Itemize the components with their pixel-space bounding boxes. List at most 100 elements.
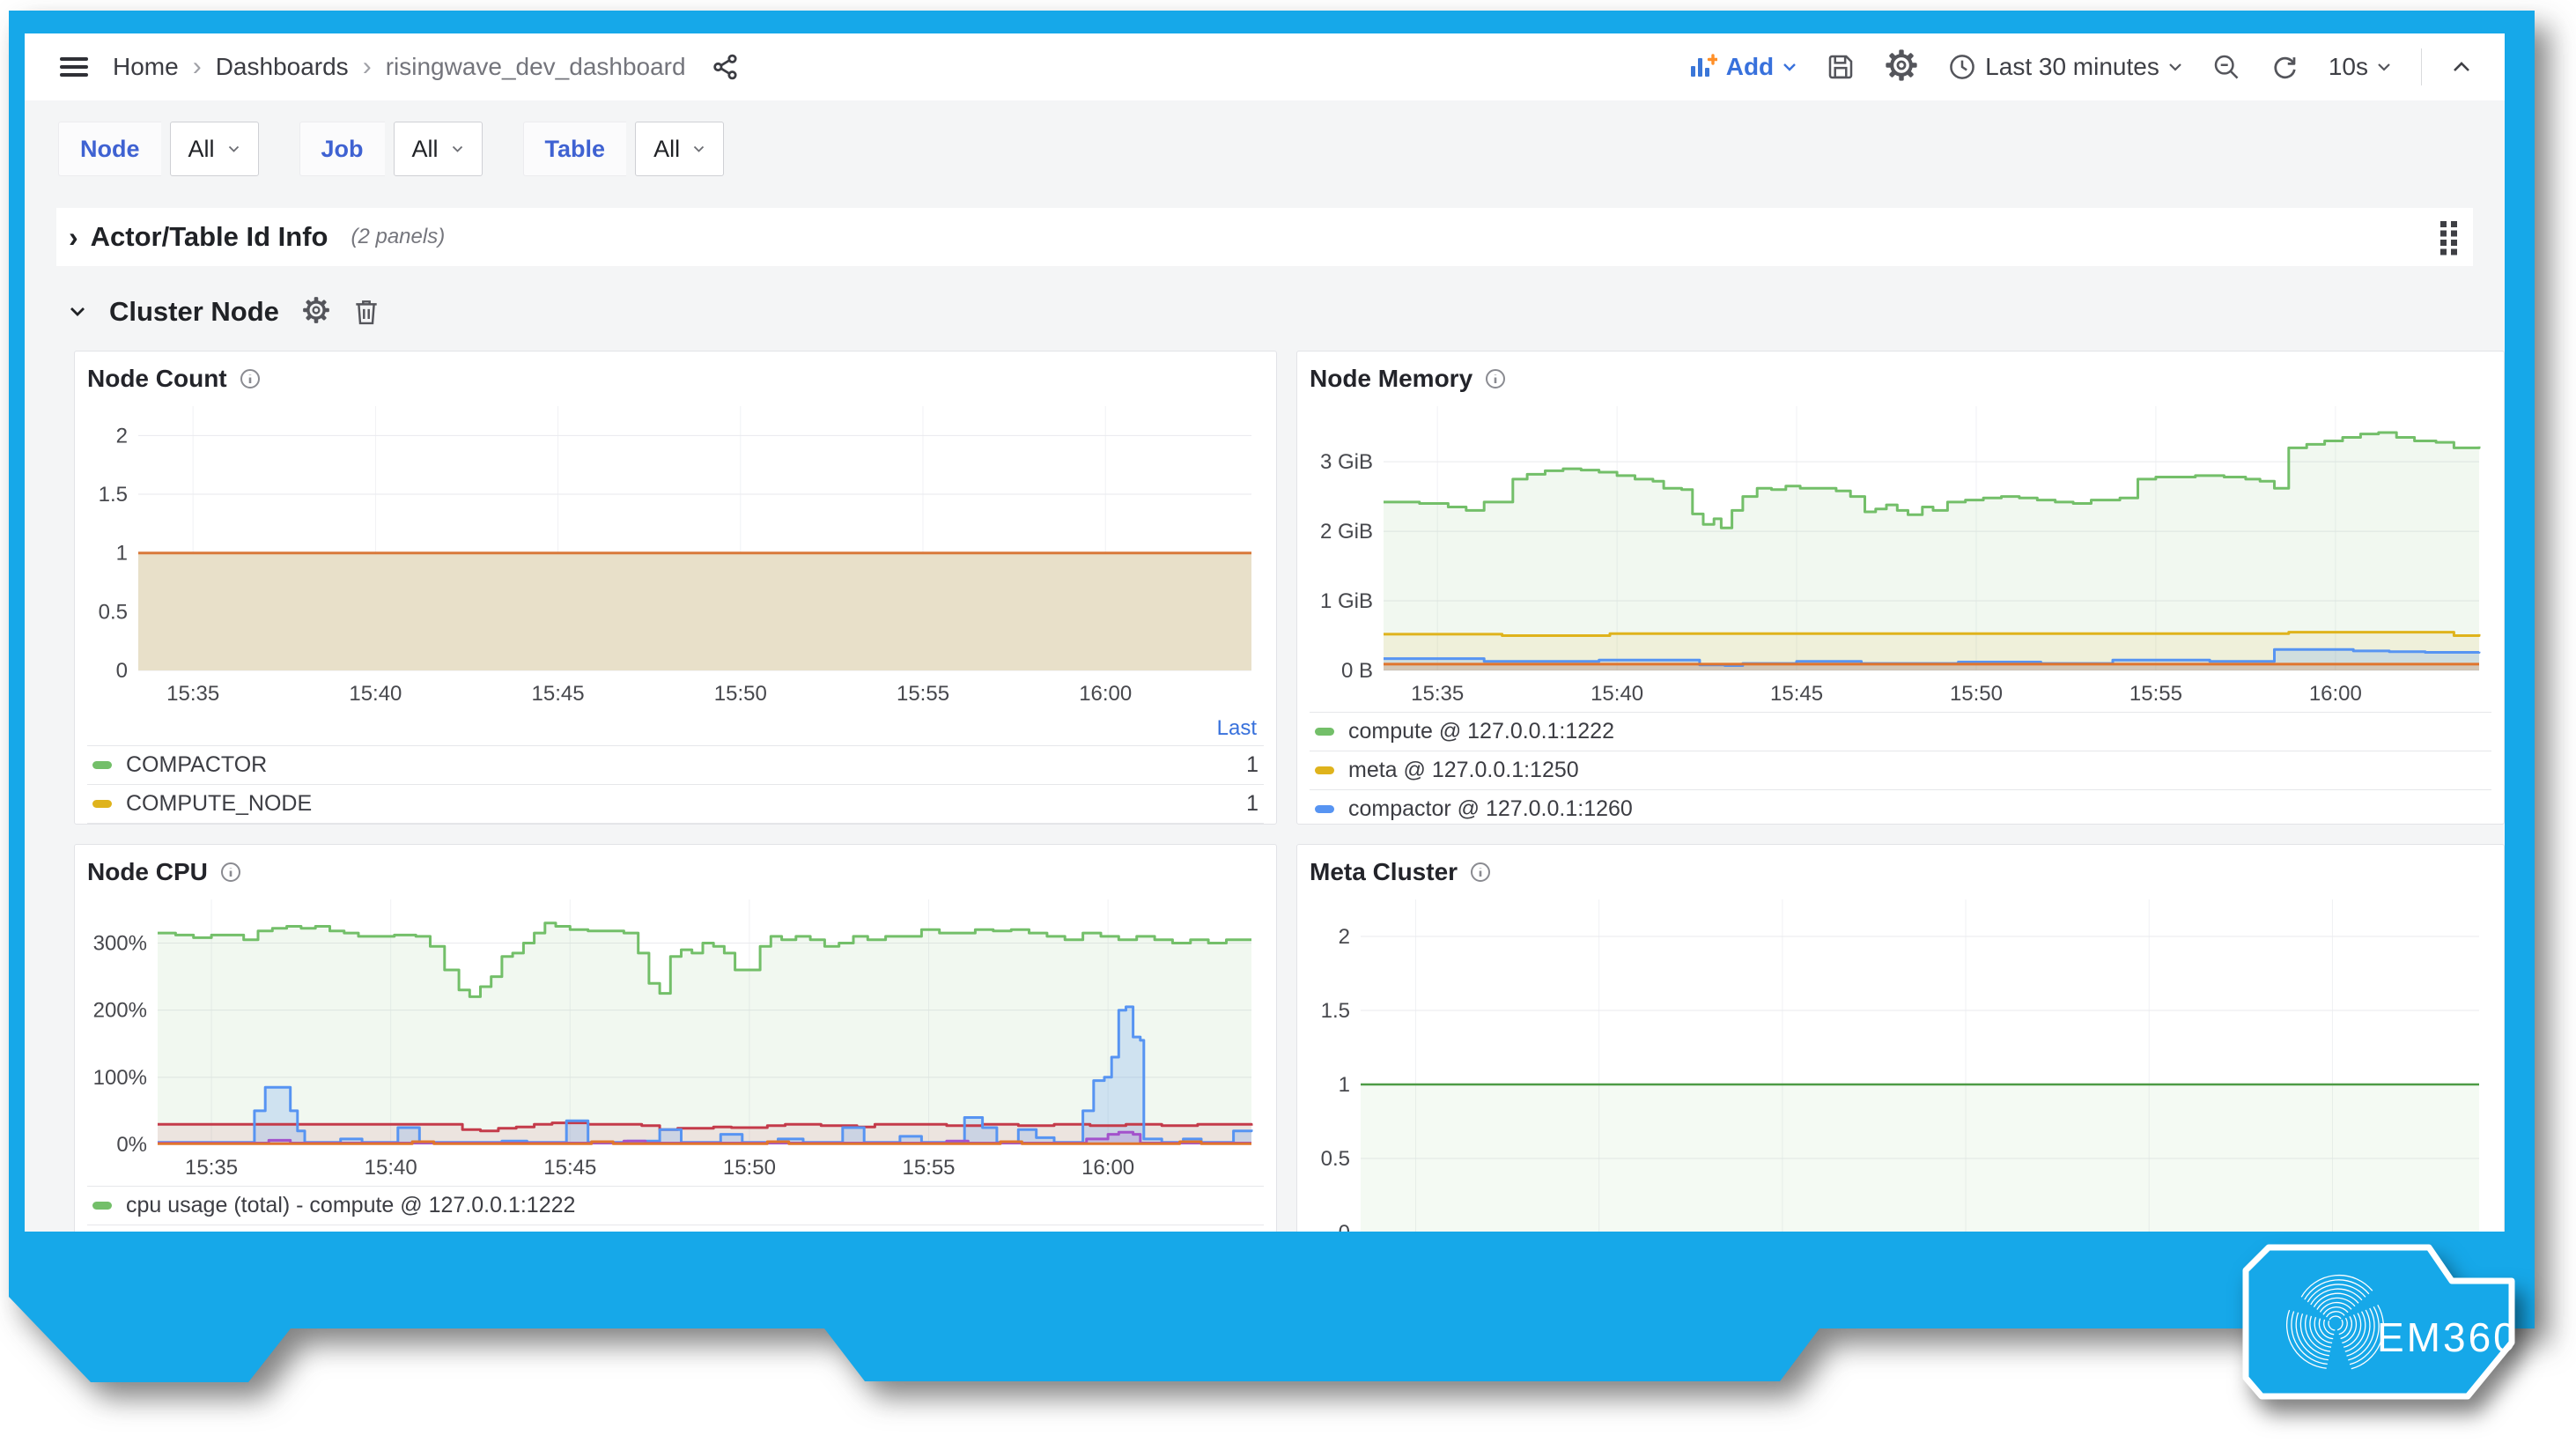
filter-node: Node All — [58, 122, 259, 176]
panel-title: Meta Cluster — [1310, 858, 1458, 885]
legend-swatch — [1315, 728, 1334, 736]
svg-text:15:50: 15:50 — [1950, 682, 2003, 706]
svg-text:15:50: 15:50 — [723, 1156, 776, 1180]
svg-text:15:45: 15:45 — [543, 1156, 596, 1180]
save-icon[interactable] — [1827, 53, 1855, 81]
svg-text:0 B: 0 B — [1341, 659, 1373, 683]
add-panel-icon — [1689, 54, 1717, 80]
svg-text:15:45: 15:45 — [1770, 682, 1823, 706]
collapse-toolbar-icon[interactable] — [2452, 60, 2471, 74]
zoom-out-icon[interactable] — [2212, 53, 2240, 81]
chevron-down-icon — [1783, 62, 1797, 72]
em360-brand-text: EM360 — [2377, 1314, 2517, 1360]
dashboard: Home › Dashboards › risingwave_dev_dashb… — [25, 33, 2505, 1232]
refresh-icon[interactable] — [2270, 53, 2299, 81]
time-range-label: Last 30 minutes — [1985, 53, 2159, 80]
svg-text:15:55: 15:55 — [897, 682, 949, 706]
svg-text:1.5: 1.5 — [99, 483, 128, 507]
menu-icon[interactable] — [58, 55, 90, 79]
settings-gear-icon[interactable] — [1885, 48, 1918, 86]
drag-handle-icon[interactable] — [2438, 218, 2461, 255]
share-icon[interactable] — [712, 54, 739, 80]
legend-row[interactable]: cpu usage (total) - meta @ 127.0.0.1:125… — [87, 1225, 1264, 1232]
legend-swatch — [92, 1202, 112, 1210]
svg-text:15:40: 15:40 — [365, 1156, 417, 1180]
node-count-chart[interactable]: 15:35 15:40 15:45 15:50 15:55 16:00 0 0.5 1 1.5 2 — [87, 397, 1262, 707]
info-icon[interactable] — [220, 862, 241, 883]
section-panel-count: (2 panels) — [351, 225, 446, 248]
legend-label: compute @ 127.0.0.1:1222 — [1348, 719, 1614, 744]
panel-node-cpu: Node CPU 15:35 15:40 15:45 15:50 15:55 16:00 0… — [74, 844, 1277, 1232]
section-title: Actor/Table Id Info — [90, 221, 328, 252]
breadcrumb-dashboards[interactable]: Dashboards — [215, 53, 349, 80]
svg-text:16:00: 16:00 — [1079, 682, 1132, 706]
svg-text:2 GiB: 2 GiB — [1320, 520, 1373, 544]
svg-text:15:50: 15:50 — [714, 682, 767, 706]
svg-text:1.5: 1.5 — [1321, 999, 1350, 1023]
breadcrumb-home[interactable]: Home — [113, 53, 179, 80]
node-cpu-legend: cpu usage (total) - compute @ 127.0.0.1:… — [87, 1186, 1264, 1232]
trash-icon[interactable] — [353, 298, 380, 326]
filter-node-value[interactable]: All — [169, 122, 259, 176]
chevron-down-icon — [2377, 62, 2391, 72]
section-row-cluster-node[interactable]: Cluster Node — [69, 287, 380, 337]
toolbar-divider — [2421, 48, 2422, 85]
panel-title: Node Memory — [1310, 365, 1473, 392]
refresh-interval-label: 10s — [2328, 53, 2368, 80]
legend-row[interactable]: cpu usage (total) - compute @ 127.0.0.1:… — [87, 1186, 1264, 1225]
svg-text:0: 0 — [1339, 1221, 1350, 1232]
variable-filters: Node All Job All Table All — [58, 122, 725, 176]
legend-row[interactable]: COMPACTOR 1 — [87, 745, 1264, 784]
legend-swatch — [92, 761, 112, 769]
svg-text:15:40: 15:40 — [1591, 682, 1643, 706]
refresh-interval-picker[interactable]: 10s — [2329, 53, 2391, 81]
svg-text:1 GiB: 1 GiB — [1320, 589, 1373, 613]
node-cpu-chart[interactable]: 15:35 15:40 15:45 15:50 15:55 16:00 0% 100% 200%… — [87, 891, 1262, 1181]
section-row-actor-table-id-info[interactable]: › Actor/Table Id Info (2 panels) — [56, 208, 2473, 266]
panel-node-memory: Node Memory 15:35 15:40 15:45 15:50 15:55 16:… — [1296, 351, 2505, 825]
legend-label: COMPACTOR — [126, 752, 268, 777]
svg-text:15:35: 15:35 — [1411, 682, 1464, 706]
toolbar: Add Last 30 minutes — [1689, 48, 2471, 86]
legend-row[interactable]: meta @ 127.0.0.1:1250 — [1310, 751, 2491, 789]
legend-row[interactable]: COMPUTE_NODE 1 — [87, 784, 1264, 823]
legend-value: 1 — [1246, 791, 1258, 816]
info-icon[interactable] — [1470, 862, 1491, 883]
svg-text:2: 2 — [116, 424, 128, 448]
breadcrumb-separator: › — [192, 52, 202, 81]
time-range-picker[interactable]: Last 30 minutes — [1948, 53, 2182, 81]
svg-text:15:45: 15:45 — [532, 682, 585, 706]
legend-value: 1 — [1246, 752, 1258, 777]
legend-row[interactable]: compactor @ 127.0.0.1:1260 — [1310, 789, 2491, 824]
legend-label: cpu usage (total) - compute @ 127.0.0.1:… — [126, 1193, 576, 1217]
filter-table-value[interactable]: All — [635, 122, 725, 176]
chevron-down-icon — [70, 307, 85, 316]
svg-text:200%: 200% — [93, 999, 147, 1023]
filter-job-value[interactable]: All — [393, 122, 483, 176]
svg-text:15:55: 15:55 — [902, 1156, 955, 1180]
legend-row[interactable]: FRONTEND 1 — [87, 823, 1264, 824]
legend-label: COMPUTE_NODE — [126, 791, 313, 816]
chevron-down-icon — [693, 145, 705, 152]
add-button[interactable]: Add — [1689, 53, 1797, 81]
legend-row[interactable]: compute @ 127.0.0.1:1222 — [1310, 712, 2491, 751]
panel-title: Node Count — [87, 365, 227, 392]
legend-swatch — [92, 800, 112, 808]
node-memory-legend: compute @ 127.0.0.1:1222 meta @ 127.0.0.… — [1310, 712, 2491, 824]
info-icon[interactable] — [1485, 368, 1506, 389]
em360-badge: EM360 — [2242, 1244, 2517, 1405]
node-memory-chart[interactable]: 15:35 15:40 15:45 15:50 15:55 16:00 0 B 1 GiB 2 … — [1310, 397, 2490, 707]
legend-label: compactor @ 127.0.0.1:1260 — [1348, 796, 1633, 821]
svg-text:0.5: 0.5 — [99, 600, 128, 624]
info-icon[interactable] — [240, 368, 261, 389]
row-settings-gear-icon[interactable] — [302, 296, 330, 329]
filter-table: Table All — [522, 122, 725, 176]
legend-swatch — [1315, 766, 1334, 774]
chevron-down-icon — [2168, 62, 2182, 72]
em360-logo-icon — [2285, 1274, 2384, 1370]
add-label: Add — [1725, 53, 1775, 80]
svg-text:16:00: 16:00 — [2309, 682, 2362, 706]
breadcrumb-separator: › — [362, 52, 372, 81]
svg-text:1: 1 — [1339, 1073, 1350, 1097]
